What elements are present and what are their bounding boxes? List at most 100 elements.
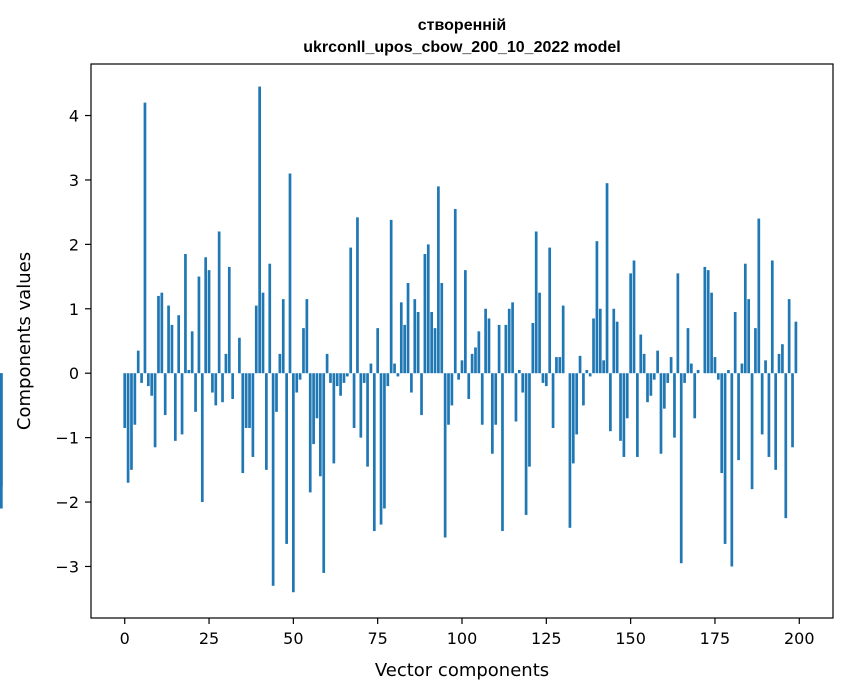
bar <box>602 360 606 374</box>
bar <box>308 373 312 493</box>
bar <box>146 373 150 387</box>
bar <box>281 299 285 374</box>
bar <box>625 373 629 419</box>
bar <box>295 373 299 393</box>
bar <box>187 369 191 374</box>
bar <box>332 373 336 464</box>
bar <box>551 373 555 428</box>
bar <box>652 373 656 380</box>
bar <box>622 373 626 457</box>
bar <box>575 373 579 435</box>
bar <box>558 357 562 374</box>
bar <box>227 266 231 374</box>
bar <box>369 363 373 374</box>
bar <box>345 373 349 377</box>
bar <box>372 373 376 532</box>
bar <box>130 373 133 470</box>
bar <box>683 373 686 383</box>
bar <box>140 373 143 383</box>
x-tick-label: 175 <box>700 629 731 648</box>
bar <box>727 369 730 374</box>
bar <box>271 373 275 586</box>
y-tick-label: 0 <box>69 364 79 383</box>
bar <box>180 373 184 435</box>
bar <box>214 373 218 406</box>
y-tick-label: −1 <box>55 429 79 448</box>
bar <box>153 373 157 448</box>
bar <box>494 373 498 425</box>
bar <box>656 350 659 374</box>
bar <box>730 373 734 567</box>
bar <box>305 299 309 374</box>
bar <box>467 373 471 399</box>
bar <box>770 260 774 374</box>
bar <box>437 186 440 374</box>
bar <box>784 373 788 519</box>
bar <box>568 373 572 528</box>
bar <box>720 373 724 474</box>
bar <box>474 347 477 374</box>
bar <box>747 299 751 374</box>
bar <box>312 373 315 445</box>
bar <box>211 373 214 393</box>
bar <box>440 283 444 374</box>
bar <box>292 373 295 593</box>
bar <box>393 363 396 374</box>
bar <box>143 102 147 374</box>
chart-title-line-1: створенній <box>418 17 506 34</box>
bar <box>578 355 582 374</box>
bar <box>241 373 245 474</box>
bar <box>544 373 548 387</box>
x-tick-label: 200 <box>784 629 815 648</box>
bar <box>774 373 778 470</box>
bar <box>433 328 437 374</box>
bar <box>339 373 342 396</box>
bar <box>639 334 643 374</box>
y-tick-label: −3 <box>55 557 79 576</box>
bar <box>362 373 366 383</box>
bar <box>497 324 501 374</box>
bar <box>126 373 130 483</box>
bar <box>666 373 670 383</box>
bar <box>123 373 127 428</box>
bar <box>352 373 356 428</box>
bar <box>592 318 595 374</box>
bar <box>275 373 278 412</box>
bar <box>329 373 332 383</box>
bar <box>133 373 137 425</box>
x-tick-label: 75 <box>368 629 388 648</box>
bar <box>629 273 632 374</box>
bar <box>224 353 228 374</box>
bar <box>190 331 194 374</box>
bar <box>524 373 528 515</box>
bar <box>406 283 410 374</box>
bar <box>251 373 255 457</box>
bar <box>420 373 423 416</box>
bar <box>585 369 589 374</box>
bar <box>632 260 636 374</box>
bar <box>794 321 798 374</box>
bar <box>713 357 717 374</box>
bar <box>366 373 369 467</box>
y-axis-label: Components values <box>14 252 35 430</box>
chart-title-line-2: ukrconll_upos_cbow_200_10_2022 model <box>303 39 620 56</box>
bar <box>457 373 460 380</box>
bar <box>197 276 201 374</box>
x-tick-label: 25 <box>199 629 219 648</box>
bar <box>423 254 427 374</box>
bar <box>484 308 487 374</box>
bar <box>157 295 160 374</box>
bars-group <box>0 86 798 593</box>
bar <box>561 305 565 374</box>
bar <box>743 263 747 374</box>
bar <box>669 357 673 374</box>
bar <box>690 363 693 374</box>
bar <box>619 373 622 441</box>
bar <box>288 173 292 374</box>
x-tick-label: 125 <box>531 629 562 648</box>
bar <box>285 373 288 544</box>
bar <box>517 369 521 374</box>
plot-area-frame <box>90 63 834 619</box>
